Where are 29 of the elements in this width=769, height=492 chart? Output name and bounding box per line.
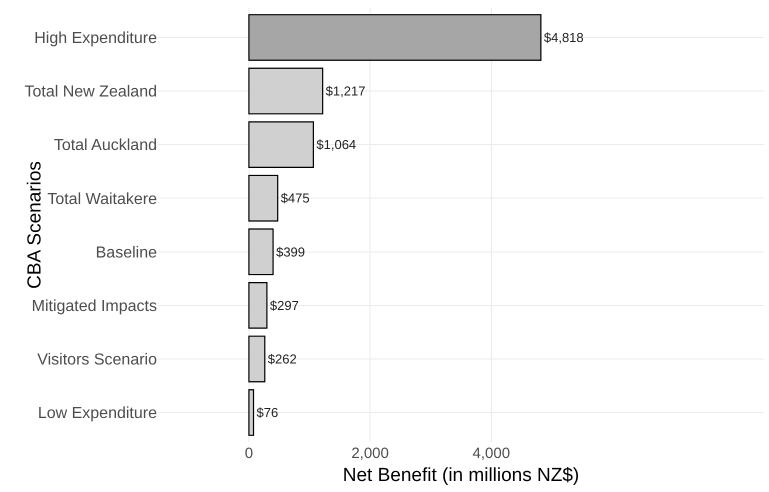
y-tick-label: Total Waitakere bbox=[47, 190, 158, 208]
bar bbox=[248, 68, 324, 114]
y-tick-label: Total New Zealand bbox=[24, 84, 157, 101]
data-label: $76 bbox=[256, 405, 278, 420]
bar bbox=[248, 14, 542, 61]
y-tick-label: High Expenditure bbox=[34, 30, 158, 48]
y-tick-label: Mitigated Impacts bbox=[32, 298, 157, 315]
y-tick-label: Low Expenditure bbox=[38, 405, 158, 422]
bar bbox=[248, 282, 268, 329]
y-axis-title: CBA Scenarios bbox=[24, 161, 46, 289]
data-label: $297 bbox=[270, 298, 299, 313]
y-tick-label: Visitors Scenario bbox=[37, 352, 158, 369]
bar bbox=[248, 389, 254, 436]
data-label: $262 bbox=[268, 351, 297, 366]
data-label: $4,818 bbox=[544, 30, 584, 45]
x-tick-label: 2,000 bbox=[351, 445, 389, 462]
bar bbox=[248, 174, 278, 222]
y-tick-label: Total Auckland bbox=[54, 137, 157, 154]
data-label: $1,217 bbox=[326, 84, 366, 99]
x-tick-label: 0 bbox=[244, 445, 254, 462]
data-label: $399 bbox=[276, 244, 305, 260]
bar bbox=[248, 121, 314, 168]
bar bbox=[248, 336, 266, 382]
y-tick-label: Baseline bbox=[96, 244, 158, 262]
x-tick-label: 4,000 bbox=[472, 445, 510, 462]
data-label: $1,064 bbox=[316, 137, 356, 152]
x-axis-title: Net Benefit (in millions NZ$) bbox=[342, 464, 580, 486]
bar bbox=[248, 228, 274, 276]
data-label: $475 bbox=[280, 190, 310, 206]
